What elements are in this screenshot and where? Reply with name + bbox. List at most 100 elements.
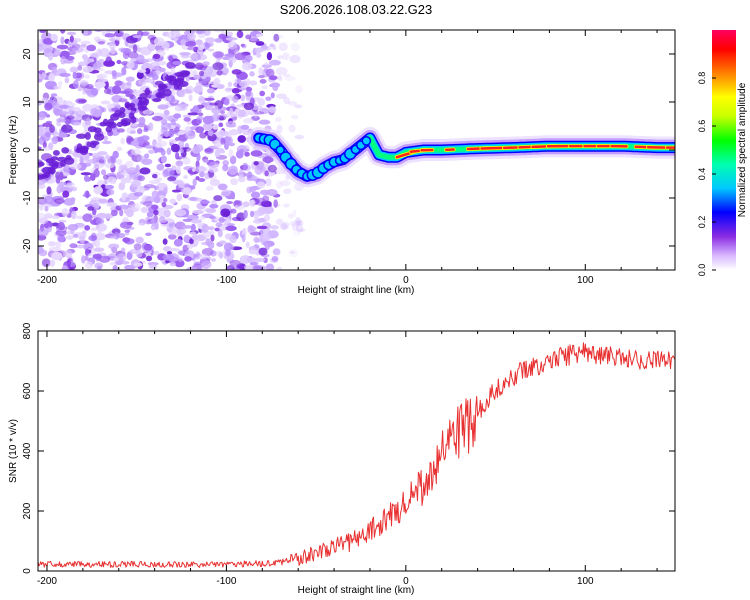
spectrogram-streak-cell <box>179 70 190 78</box>
spectrogram-noise-cell <box>236 78 242 83</box>
spectrogram-noise-cell <box>97 58 106 68</box>
spectrogram-noise-cell <box>249 261 259 266</box>
spectrogram-noise-cell <box>246 86 253 92</box>
spectrogram-noise-cell <box>143 184 156 189</box>
snr-ytick-label: 400 <box>22 442 33 459</box>
spectrogram-noise-cell <box>58 104 71 109</box>
spectrogram-noise-cell <box>135 249 143 258</box>
spectrogram-noise-cell <box>51 215 61 220</box>
spectrogram-noise-cell <box>116 146 123 151</box>
spectrogram-streak-cell <box>152 97 162 103</box>
spectrogram-noise-cell <box>72 122 82 126</box>
spectrogram-noise-cell <box>293 231 301 236</box>
spectrogram-noise-cell <box>240 43 245 47</box>
spectrogram-noise-cell <box>242 128 251 136</box>
spectrogram-noise-cell <box>292 209 297 218</box>
spectrogram-noise-cell <box>270 92 275 99</box>
spectrogram-noise-cell <box>103 213 114 219</box>
spectrogram-noise-cell <box>245 34 252 40</box>
colorbar-gradient <box>712 30 736 270</box>
spectrogram-noise-cell <box>213 139 223 148</box>
spectrogram-ytick-label: 20 <box>22 48 33 60</box>
spectrogram-noise-cell <box>253 257 266 262</box>
spectrogram-noise-cell <box>294 134 305 140</box>
spectrogram-noise-cell <box>222 164 229 172</box>
spectrogram-noise-cell <box>187 46 199 51</box>
spectrogram-noise-cell <box>235 150 244 159</box>
spectrogram-noise-cell <box>182 187 192 196</box>
spectrogram-noise-cell <box>148 149 155 154</box>
spectrogram-noise-cell <box>187 33 196 41</box>
spectrogram-noise-cell <box>198 80 208 85</box>
spectrogram-noise-cell <box>195 30 206 35</box>
spectrogram-noise-cell <box>43 195 55 205</box>
spectrogram-noise-cell <box>82 213 93 223</box>
spectrogram-noise-cell <box>248 249 258 255</box>
spectrogram-noise-cell <box>168 129 175 138</box>
spectrogram-noise-cell <box>116 232 126 239</box>
spectrogram-noise-cell <box>203 207 215 213</box>
spectrogram-noise-cell <box>250 150 263 157</box>
spectrogram-noise-cell <box>145 232 152 237</box>
colorbar-tick-label: 0.8 <box>697 72 707 85</box>
spectrogram-noise-cell <box>42 141 47 149</box>
spectrogram-noise-cell <box>169 261 176 267</box>
spectrogram-noise-cell <box>49 259 56 268</box>
spectrogram-noise-cell <box>146 211 154 218</box>
spectrogram-noise-cell <box>115 37 122 41</box>
spectrogram-noise-cell <box>174 209 187 217</box>
spectrogram-noise-cell <box>204 97 215 101</box>
spectrogram-noise-cell <box>108 243 120 250</box>
spectrogram-noise-cell <box>183 117 191 122</box>
spectrogram-noise-cell <box>186 266 198 270</box>
spectrogram-noise-cell <box>151 173 158 179</box>
spectrogram-noise-cell <box>294 104 303 109</box>
spectrogram-noise-cell <box>207 129 214 137</box>
spectrogram-noise-cell <box>192 119 202 124</box>
spectrogram-noise-cell <box>83 162 92 167</box>
spectrogram-noise-cell <box>113 257 120 261</box>
spectrogram-noise-cell <box>82 65 94 73</box>
spectrogram-noise-cell <box>245 90 252 97</box>
spectrogram-noise-cell <box>163 109 170 116</box>
figure-title: S206.2026.108.03.22.G23 <box>280 2 433 17</box>
spectrogram-noise-cell <box>72 80 79 89</box>
spectrogram-noise-cell <box>192 178 197 187</box>
spectrogram-noise-cell <box>283 203 290 208</box>
spectrogram-noise-cell <box>218 240 227 244</box>
spectrogram-noise-cell <box>77 99 84 103</box>
spectrogram-noise-cell <box>42 37 54 45</box>
spectrogram-noise-cell <box>230 208 237 214</box>
snr-ytick-label: 0 <box>22 568 33 574</box>
spectrogram-noise-cell <box>98 255 111 263</box>
spectrogram-noise-cell <box>189 238 194 245</box>
spectrogram-noise-cell <box>38 146 42 150</box>
spectrogram-noise-cell <box>187 196 198 201</box>
spectrogram-noise-cell <box>38 183 46 189</box>
spectrogram-ytick-label: 0 <box>22 147 33 153</box>
spectrogram-noise-cell <box>109 235 117 239</box>
spectrogram-noise-cell <box>259 78 267 84</box>
spectrogram-noise-cell <box>145 255 153 262</box>
spectrogram-noise-cell <box>64 76 70 84</box>
spectrogram-noise-cell <box>41 44 47 49</box>
spectrogram-noise-cell <box>209 178 221 187</box>
spectrogram-noise-cell <box>229 259 242 267</box>
spectrogram-noise-cell <box>164 163 172 168</box>
spectrogram-noise-cell <box>135 188 146 193</box>
spectrogram-noise-cell <box>217 229 223 238</box>
spectrogram-noise-cell <box>147 123 152 131</box>
spectrogram-noise-cell <box>69 243 78 249</box>
spectrogram-noise-cell <box>104 162 115 169</box>
spectrogram-noise-cell <box>190 223 196 232</box>
spectrogram-noise-cell <box>177 250 189 255</box>
spectrogram-noise-cell <box>44 206 49 212</box>
spectrogram-noise-cell <box>130 140 140 147</box>
spectrogram-noise-cell <box>147 262 159 266</box>
spectrogram-noise-cell <box>258 247 268 256</box>
spectrogram-noise-cell <box>56 44 69 50</box>
spectrogram-noise-cell <box>207 48 215 52</box>
spectrogram-noise-cell <box>110 209 118 217</box>
spectrogram-noise-cell <box>220 191 230 197</box>
